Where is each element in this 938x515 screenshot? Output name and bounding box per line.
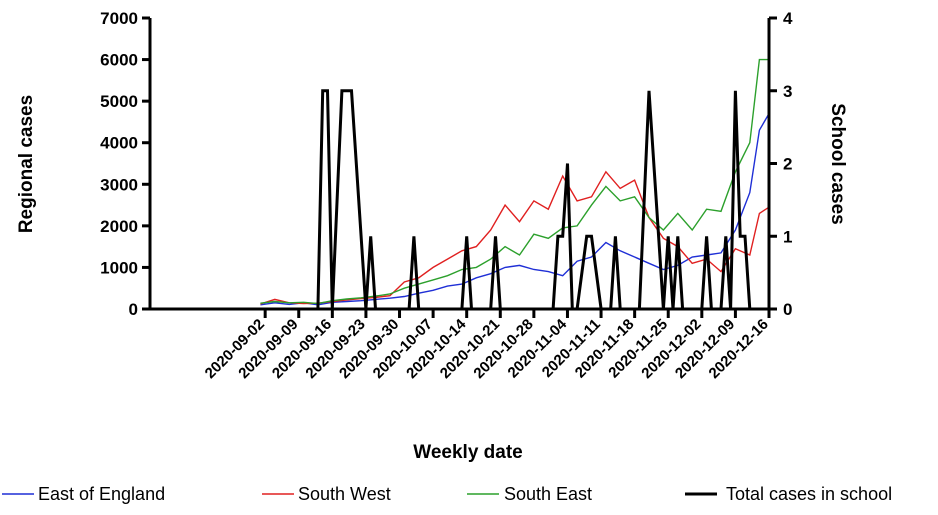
right-y-tick-label: 1: [783, 227, 792, 246]
plot-lines: [260, 58, 770, 311]
legend-label-south-east: South East: [504, 484, 592, 504]
x-axis-title: Weekly date: [413, 442, 522, 463]
left-y-tick-label: 3000: [100, 175, 138, 194]
right-y-tick-label: 2: [783, 155, 792, 174]
legend: East of England South West South East Total…: [2, 484, 892, 504]
legend-label-east-of-england: East of England: [38, 484, 165, 504]
left-y-tick-label: 2000: [100, 217, 138, 236]
right-y-tick-label: 4: [783, 9, 793, 28]
left-y-tick-label: 4000: [100, 134, 138, 153]
right-y-tick-label: 3: [783, 82, 792, 101]
y-axis-right-title: School cases: [827, 103, 848, 224]
series-line-south-east: [260, 58, 769, 305]
legend-label-total-cases-in-school: Total cases in school: [726, 484, 892, 504]
series-line-south-west: [260, 170, 770, 305]
series-line-total-cases-in-school: [316, 89, 752, 311]
left-y-tick-label: 6000: [100, 51, 138, 70]
left-y-tick-label: 5000: [100, 92, 138, 111]
x-ticks: 2020-09-022020-09-092020-09-162020-09-23…: [202, 309, 772, 382]
series-line-east-of-england: [260, 113, 770, 306]
left-y-tick-label: 7000: [100, 9, 138, 28]
legend-label-south-west: South West: [298, 484, 391, 504]
y-axis-left-title: Regional cases: [16, 95, 37, 233]
right-y-tick-label: 0: [783, 300, 792, 319]
left-y-tick-label: 0: [129, 300, 138, 319]
right-y-ticks: 0 1 2 3 4: [769, 9, 793, 319]
left-y-ticks: 0 1000 2000 3000 4000 5000 6000 7000: [100, 9, 150, 319]
left-y-tick-label: 1000: [100, 258, 138, 277]
